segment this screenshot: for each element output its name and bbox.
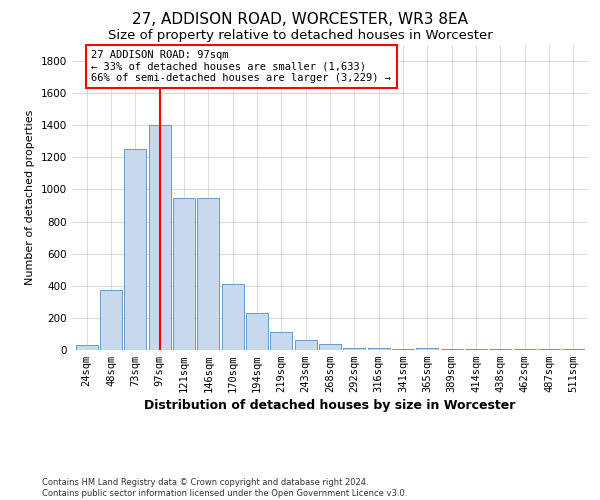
Text: Size of property relative to detached houses in Worcester: Size of property relative to detached ho… xyxy=(107,29,493,42)
Bar xyxy=(392,348,414,350)
Bar xyxy=(490,349,511,350)
Bar xyxy=(149,126,170,350)
Bar xyxy=(124,150,146,350)
X-axis label: Distribution of detached houses by size in Worcester: Distribution of detached houses by size … xyxy=(145,400,515,412)
Bar xyxy=(197,198,219,350)
Bar xyxy=(100,290,122,350)
Bar xyxy=(271,332,292,350)
Bar xyxy=(441,349,463,350)
Bar xyxy=(76,345,98,350)
Text: Contains HM Land Registry data © Crown copyright and database right 2024.
Contai: Contains HM Land Registry data © Crown c… xyxy=(42,478,407,498)
Bar xyxy=(173,198,195,350)
Y-axis label: Number of detached properties: Number of detached properties xyxy=(25,110,35,285)
Bar xyxy=(514,349,536,350)
Bar xyxy=(221,284,244,350)
Bar xyxy=(319,344,341,350)
Text: 27, ADDISON ROAD, WORCESTER, WR3 8EA: 27, ADDISON ROAD, WORCESTER, WR3 8EA xyxy=(132,12,468,28)
Bar xyxy=(562,349,584,350)
Bar xyxy=(368,348,389,350)
Bar xyxy=(465,349,487,350)
Bar xyxy=(416,348,439,350)
Bar xyxy=(538,349,560,350)
Text: 27 ADDISON ROAD: 97sqm
← 33% of detached houses are smaller (1,633)
66% of semi-: 27 ADDISON ROAD: 97sqm ← 33% of detached… xyxy=(91,50,391,83)
Bar xyxy=(343,348,365,350)
Bar xyxy=(295,340,317,350)
Bar xyxy=(246,313,268,350)
